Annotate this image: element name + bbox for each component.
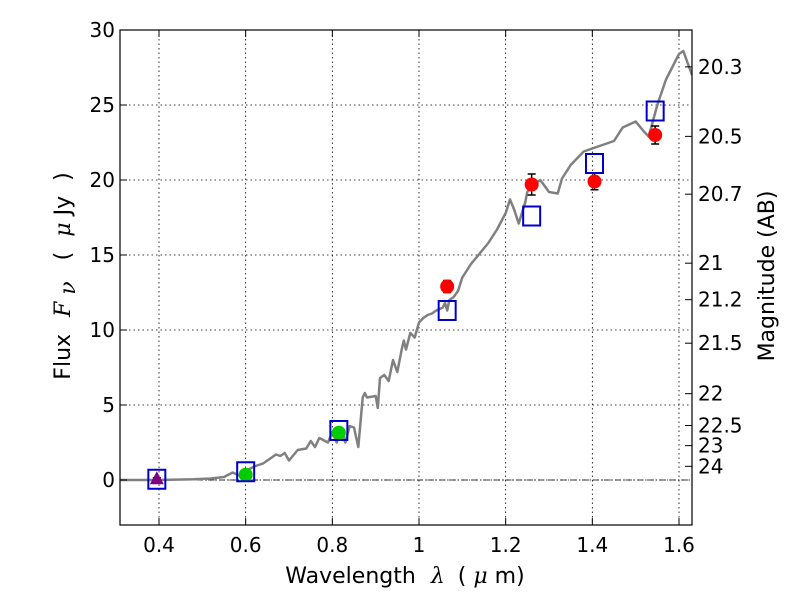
x-axis-label-unit-symbol: μ [473,564,487,589]
y2-tick-label: 20.3 [698,55,743,79]
model-sed-line [120,49,692,482]
x-tick-label: 1 [413,533,426,557]
green-data-point [238,467,253,482]
y2-tick-label: 21.2 [698,288,743,312]
model-photometry-square [147,468,167,490]
purple-triangle-point [149,471,164,485]
axis-ticks: 0.4 0.6 0.8 1 1.2 1.4 1.6 0 5 10 15 20 25 30 20.3 20.5 2… [90,18,743,557]
y2-tick-label: 22 [698,382,723,406]
y-tick-label: 25 [90,93,115,117]
model-photometry-square [329,420,349,441]
x-axis-label-unit-rest: m) [495,564,525,589]
data-series [120,49,692,490]
y-axis-label-unit-symbol: μ [51,222,76,236]
model-photometry-square [645,100,665,122]
x-tick-label: 0.4 [143,533,175,557]
y-tick-label: 10 [90,318,115,342]
x-tick-label: 0.6 [230,533,262,557]
y-axis-label-text: Flux [51,334,76,380]
red-data-point [648,128,663,142]
model-photometry-square [585,153,604,174]
model-photometry-square [236,461,256,483]
x-tick-label: 1.2 [490,533,522,557]
x-axis-label-text: Wavelength [285,564,416,589]
plot-frame [119,29,693,526]
green-data-point [331,425,346,440]
y-axis-label-unit-close: ) [51,172,76,181]
right-axis-label: Magnitude (AB) [755,191,780,362]
y-tick-label: 5 [102,393,115,417]
x-axis-label-symbol: λ [430,564,445,589]
y2-tick-label: 21.5 [698,331,743,355]
y-axis-label-unit-rest: Jy [51,196,76,218]
x-tick-label: 0.8 [316,533,348,557]
x-axis-label-unit-open: ( [458,564,467,589]
y-axis-label-subscript: ν [56,281,81,294]
y2-tick-label: 22.5 [698,414,743,438]
y2-tick-label: 20.5 [698,124,743,148]
y-tick-label: 20 [90,168,115,192]
y2-tick-label: 21 [698,251,723,275]
x-tick-label: 1.4 [576,533,608,557]
red-data-point [587,174,602,189]
model-photometry-square [437,300,457,321]
y2-tick-label: 23 [698,434,723,458]
x-tick-label: 1.6 [663,533,695,557]
y-axis-label-symbol: F [51,301,76,318]
y-tick-label: 15 [90,243,115,267]
y2-tick-label: 24 [698,454,723,478]
y2-tick-label: 20.7 [698,182,743,206]
x-axis-label: Wavelength λ ( μ m) [285,564,524,589]
grid [120,29,692,525]
y-tick-label: 0 [102,468,115,492]
y-axis-label: Flux F ν ( μ Jy ) [51,172,81,379]
red-data-point [524,177,539,192]
y-tick-label: 30 [90,18,115,42]
model-photometry-square [522,205,542,227]
red-data-point [440,279,455,294]
y-axis-label-unit-open: ( [51,252,76,261]
